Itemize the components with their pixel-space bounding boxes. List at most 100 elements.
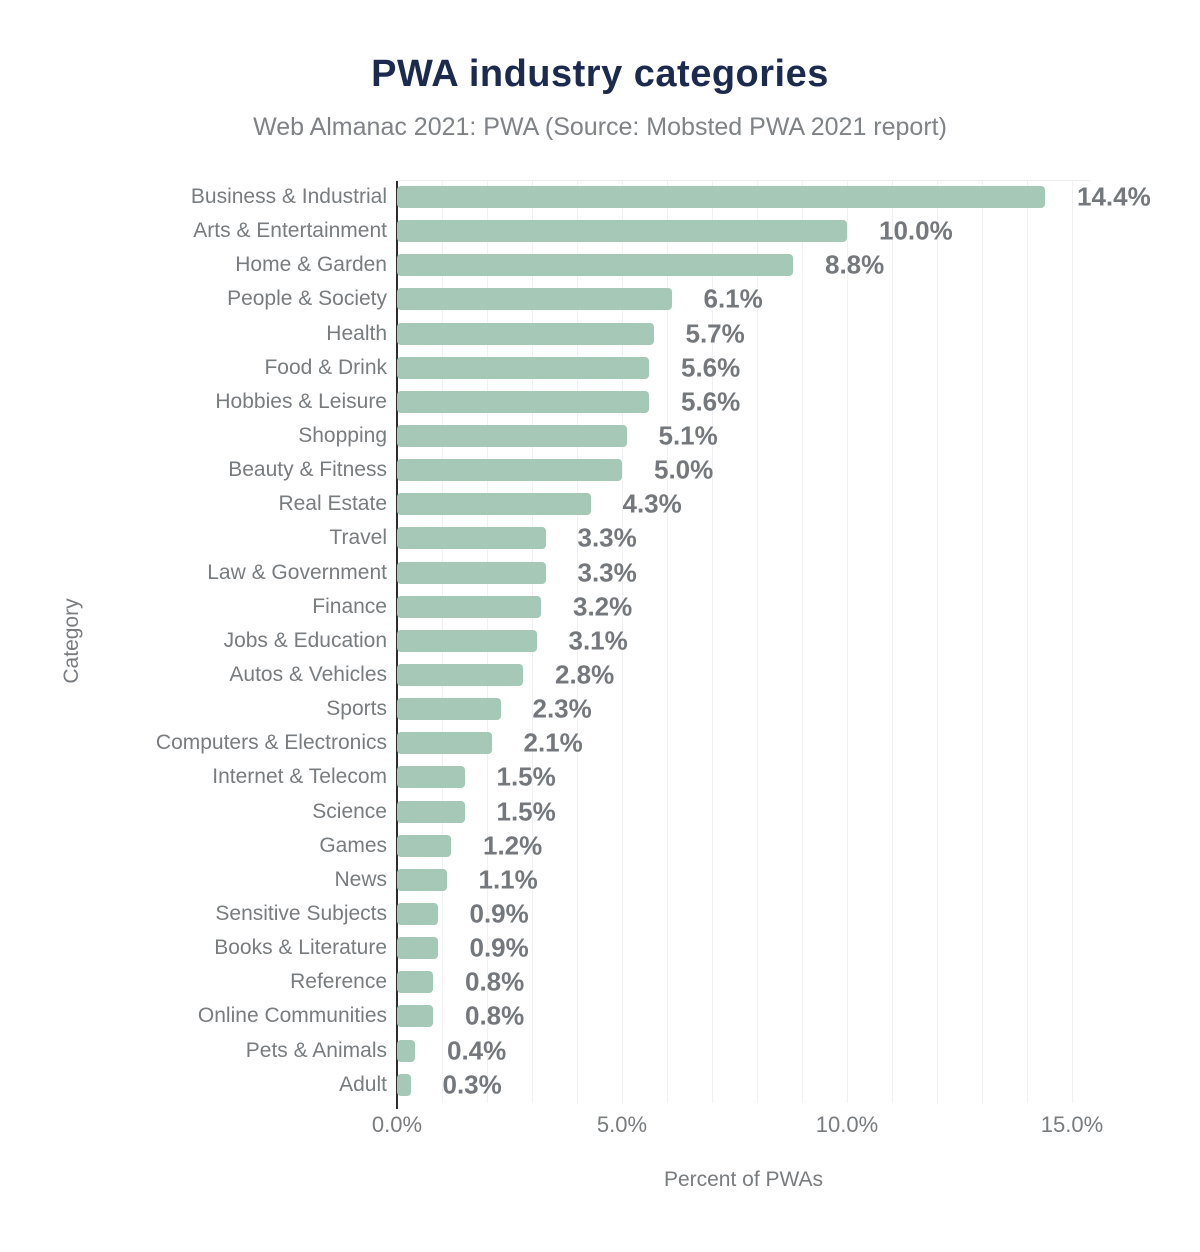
bar-track: 4.3%: [397, 487, 1120, 521]
value-label: 8.8%: [825, 249, 885, 280]
category-label: Autos & Vehicles: [229, 663, 387, 687]
bar-track: 1.5%: [397, 760, 1120, 794]
gridline: [712, 181, 713, 1103]
bar: [397, 664, 523, 687]
bar: [397, 390, 649, 413]
category-label: Hobbies & Leisure: [215, 389, 387, 413]
bar: [397, 1073, 411, 1096]
category-label: Sensitive Subjects: [215, 902, 387, 926]
value-label: 0.8%: [465, 1000, 525, 1031]
bar-track: 0.9%: [397, 897, 1120, 931]
category-label: News: [334, 867, 387, 891]
bar: [397, 254, 793, 277]
bar: [397, 322, 654, 345]
bar-row: Real Estate 4.3%: [0, 487, 1120, 521]
value-label: 10.0%: [879, 215, 953, 246]
bar-row: Arts & Entertainment 10.0%: [0, 214, 1120, 248]
x-tick-label: 15.0%: [1040, 1112, 1104, 1137]
bar-track: 5.7%: [397, 317, 1120, 351]
value-label: 5.7%: [685, 318, 745, 349]
bar-row: Online Communities 0.8%: [0, 999, 1120, 1033]
category-label: Travel: [329, 526, 387, 550]
category-label: Health: [326, 321, 387, 345]
category-label: Sports: [326, 697, 387, 721]
bar-row: Internet & Telecom 1.5%: [0, 760, 1120, 794]
x-tick-label: 0.0%: [371, 1112, 423, 1137]
category-label: Food & Drink: [264, 355, 387, 379]
bar-row: Autos & Vehicles 2.8%: [0, 658, 1120, 692]
bar-row: Games 1.2%: [0, 829, 1120, 863]
bar-track: 0.8%: [397, 965, 1120, 999]
bar-track: 3.1%: [397, 624, 1120, 658]
gridline: [577, 181, 578, 1103]
category-label: People & Society: [227, 287, 387, 311]
bar-track: 10.0%: [397, 214, 1120, 248]
category-label: Adult: [339, 1072, 387, 1096]
bar: [397, 971, 433, 994]
category-label: Arts & Entertainment: [193, 219, 387, 243]
chart-subtitle: Web Almanac 2021: PWA (Source: Mobsted P…: [253, 113, 947, 141]
x-axis-title: Percent of PWAs: [663, 1168, 824, 1191]
category-label: Beauty & Fitness: [228, 458, 387, 482]
bar: [397, 629, 537, 652]
value-label: 5.6%: [681, 352, 741, 383]
bar: [397, 527, 546, 550]
bar-row: Adult 0.3%: [0, 1068, 1120, 1102]
bar-track: 2.8%: [397, 658, 1120, 692]
bar-track: 14.4%: [397, 180, 1151, 214]
bar-track: 3.3%: [397, 556, 1120, 590]
bar-track: 5.6%: [397, 351, 1120, 385]
bar-row: Books & Literature 0.9%: [0, 931, 1120, 965]
category-label: Law & Government: [207, 560, 387, 584]
bar-track: 1.2%: [397, 829, 1120, 863]
value-label: 1.5%: [496, 796, 556, 827]
value-label: 0.8%: [465, 966, 525, 997]
value-label: 3.3%: [577, 557, 637, 588]
bar-rows: Business & Industrial 14.4% Arts & Enterta…: [0, 180, 1151, 1102]
bar-track: 8.8%: [397, 248, 1120, 282]
category-label: Online Communities: [197, 1004, 387, 1028]
category-label: Shopping: [298, 424, 387, 448]
bar: [397, 220, 847, 243]
bar-track: 2.3%: [397, 692, 1120, 726]
bar-row: Food & Drink 5.6%: [0, 351, 1120, 385]
bar-row: Pets & Animals 0.4%: [0, 1034, 1120, 1068]
bar-row: Sensitive Subjects 0.9%: [0, 897, 1120, 931]
bar-track: 1.5%: [397, 795, 1120, 829]
bar-track: 2.1%: [397, 726, 1120, 760]
category-label: Reference: [290, 970, 387, 994]
bar-track: 0.9%: [397, 931, 1120, 965]
chart-title: PWA industry categories: [371, 53, 829, 95]
gridline: [982, 181, 983, 1103]
category-label: Books & Literature: [214, 936, 387, 960]
bar: [397, 288, 672, 311]
bar-track: 0.3%: [397, 1068, 1120, 1102]
value-label: 0.9%: [469, 932, 529, 963]
value-label: 3.2%: [573, 591, 633, 622]
bar-track: 3.3%: [397, 521, 1120, 555]
value-label: 2.3%: [532, 693, 592, 724]
bar-row: Hobbies & Leisure 5.6%: [0, 385, 1120, 419]
bar: [397, 732, 492, 755]
value-label: 0.9%: [469, 898, 529, 929]
bar: [397, 493, 591, 516]
category-label: Jobs & Education: [223, 628, 387, 652]
bar: [397, 834, 451, 857]
bar: [397, 800, 465, 823]
x-tick-label: 10.0%: [815, 1112, 879, 1137]
category-label: Computers & Electronics: [155, 731, 387, 755]
category-label: Home & Garden: [235, 253, 387, 277]
gridline: [892, 181, 893, 1103]
bar-row: Shopping 5.1%: [0, 419, 1120, 453]
value-label: 14.4%: [1077, 181, 1151, 212]
bar-row: Business & Industrial 14.4%: [0, 180, 1151, 214]
value-label: 0.3%: [442, 1069, 502, 1100]
bar: [397, 937, 438, 960]
bar: [397, 561, 546, 584]
category-label: Internet & Telecom: [212, 765, 387, 789]
bar-row: Travel 3.3%: [0, 521, 1120, 555]
category-label: Games: [319, 833, 387, 857]
value-label: 1.2%: [483, 830, 543, 861]
category-label: Real Estate: [278, 492, 387, 516]
bar-track: 0.4%: [397, 1034, 1120, 1068]
